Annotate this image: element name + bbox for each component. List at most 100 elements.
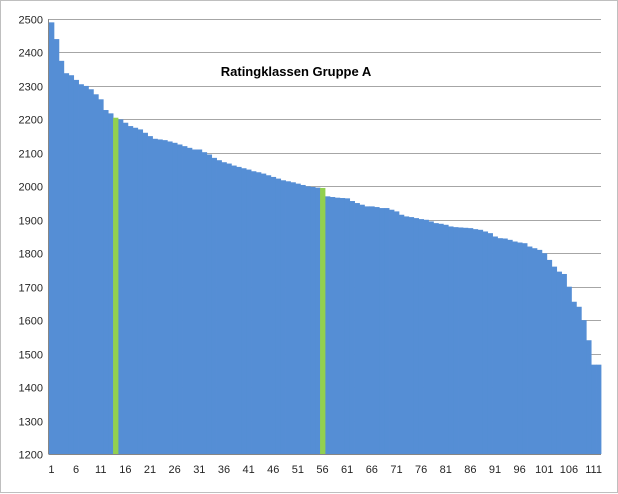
bar — [339, 198, 346, 454]
bar — [137, 129, 144, 455]
bar — [103, 110, 109, 455]
bar — [551, 266, 558, 454]
x-tick-label: 86 — [464, 464, 476, 476]
bar — [325, 196, 331, 454]
bar — [310, 186, 316, 455]
y-tick-label: 1300 — [19, 417, 43, 429]
bar — [349, 201, 355, 454]
x-tick-label: 36 — [218, 464, 230, 476]
y-tick-label: 1800 — [19, 249, 43, 261]
y-tick-label: 1700 — [19, 283, 43, 295]
bar — [364, 206, 370, 454]
x-tick-labels: 1 6 11 16 21 26 31 36 41 46 51 56 61 66 71 76 81 86 91 96 10… — [48, 464, 602, 476]
bar — [586, 340, 592, 454]
bar — [251, 171, 257, 454]
x-tick-label: 101 — [535, 464, 553, 476]
bar — [403, 216, 410, 454]
bar — [88, 89, 94, 455]
bar — [142, 132, 148, 454]
bar — [182, 146, 188, 454]
bar — [418, 219, 424, 454]
x-tick-label: 6 — [73, 464, 79, 476]
bar — [359, 204, 365, 454]
bar — [458, 227, 464, 454]
bar — [132, 127, 139, 454]
bar — [177, 144, 183, 455]
bar — [443, 224, 449, 454]
y-tick-label: 2100 — [19, 149, 43, 161]
bar — [73, 79, 79, 455]
bar — [83, 85, 89, 455]
bar — [379, 208, 385, 454]
bar — [546, 259, 553, 454]
bar — [428, 221, 434, 454]
y-tick-label: 2300 — [19, 82, 43, 94]
y-tick-label: 1600 — [19, 316, 43, 328]
bar — [561, 273, 567, 454]
bar — [581, 320, 587, 454]
bar — [260, 173, 267, 454]
bar — [502, 238, 508, 454]
bar — [448, 226, 454, 454]
bar — [147, 136, 153, 454]
x-tick-label: 71 — [390, 464, 402, 476]
bar — [334, 197, 341, 454]
bar — [482, 231, 489, 454]
bar — [438, 223, 444, 454]
bar — [49, 22, 55, 454]
bar — [216, 160, 222, 454]
x-tick-label: 46 — [267, 464, 279, 476]
bar — [566, 286, 572, 454]
bar — [93, 94, 99, 454]
bar — [295, 183, 301, 454]
bar — [507, 239, 513, 454]
bar — [78, 84, 84, 454]
bar — [497, 238, 503, 454]
bar — [369, 206, 375, 454]
bar — [354, 203, 360, 454]
bar — [527, 246, 533, 454]
bar — [236, 166, 242, 454]
bar — [344, 198, 351, 454]
bar — [398, 214, 405, 454]
bar — [413, 218, 420, 454]
bar — [423, 219, 429, 454]
x-tick-label: 91 — [489, 464, 501, 476]
bar — [280, 180, 286, 454]
x-tick-label: 51 — [292, 464, 304, 476]
bar — [522, 243, 528, 454]
bar — [487, 233, 493, 454]
bar — [162, 140, 168, 454]
y-tick-label: 2500 — [19, 15, 43, 27]
x-tick-label: 41 — [242, 464, 254, 476]
highlighted-bar — [113, 117, 119, 455]
x-tick-label: 66 — [366, 464, 378, 476]
bar — [108, 113, 114, 455]
bar — [241, 168, 247, 455]
x-tick-label: 31 — [193, 464, 205, 476]
x-tick-label: 81 — [440, 464, 452, 476]
bar — [221, 162, 227, 454]
x-tick-label: 106 — [560, 464, 578, 476]
bar — [532, 248, 538, 454]
bar — [290, 182, 296, 455]
bar — [191, 149, 198, 454]
bar — [433, 223, 439, 454]
y-tick-labels: 1200 1300 1400 1500 1600 1700 1800 1900 2000 2100… — [19, 15, 43, 462]
x-tick-label: 76 — [415, 464, 427, 476]
bar — [187, 147, 193, 454]
bar — [517, 242, 523, 454]
bar — [408, 217, 415, 454]
bar — [596, 364, 602, 454]
bar — [492, 236, 498, 454]
bar — [477, 229, 484, 454]
bar — [167, 141, 173, 454]
bars — [49, 22, 602, 455]
bar — [453, 227, 459, 454]
x-tick-label: 111 — [585, 464, 602, 476]
y-tick-label: 2200 — [19, 115, 43, 127]
bar — [300, 184, 306, 454]
x-tick-label: 21 — [144, 464, 156, 476]
